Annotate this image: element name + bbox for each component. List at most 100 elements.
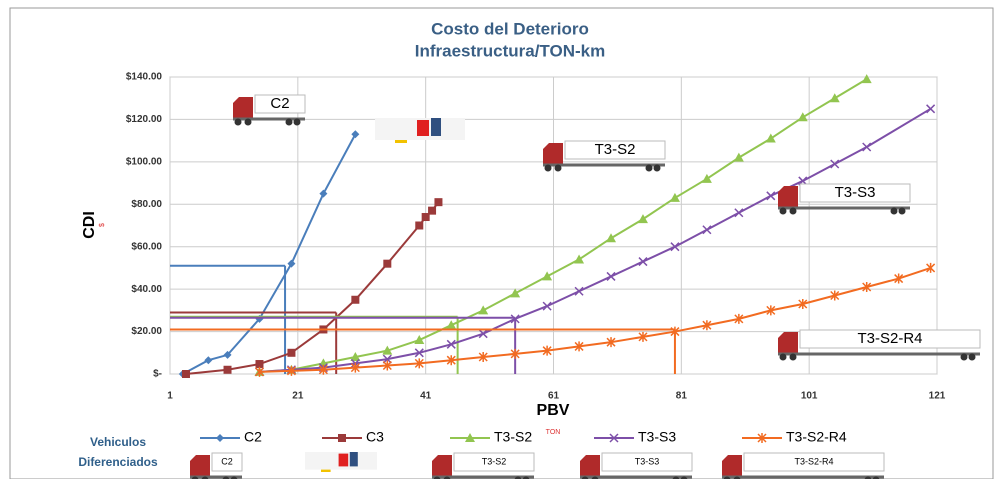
wheel xyxy=(285,118,293,126)
marker xyxy=(446,339,456,349)
wheel xyxy=(779,207,787,215)
wheel xyxy=(723,476,731,479)
trailer xyxy=(601,452,693,472)
wheel xyxy=(191,476,199,479)
wheel xyxy=(645,164,653,172)
truck-icon: C2 xyxy=(190,452,243,479)
marker xyxy=(766,191,776,201)
y-tick-label: $60.00 xyxy=(131,241,162,252)
cab xyxy=(580,455,600,477)
marker xyxy=(414,335,425,345)
cab xyxy=(543,143,563,165)
legend-item: T3-S2-R4 xyxy=(742,429,847,445)
y-tick-label: $20.00 xyxy=(131,326,162,337)
cab xyxy=(338,453,349,467)
truck-icon: T3-S2-R4 xyxy=(778,329,981,361)
wheel xyxy=(514,476,522,479)
wheel xyxy=(779,353,787,361)
marker xyxy=(287,259,296,268)
x-axis-unit: TON xyxy=(546,429,561,436)
marker xyxy=(510,348,520,359)
wheel xyxy=(789,353,797,361)
x-tick-label: 121 xyxy=(929,391,946,402)
truck-label: T3-S3 xyxy=(635,456,660,466)
marker xyxy=(757,433,767,443)
marker xyxy=(798,298,808,309)
series-line xyxy=(259,266,931,373)
wheel xyxy=(433,476,441,479)
marker xyxy=(338,434,346,442)
marker xyxy=(734,208,744,218)
wheel xyxy=(293,118,301,126)
wheel xyxy=(591,476,599,479)
marker xyxy=(204,356,213,365)
marker xyxy=(414,358,424,369)
x-tick-label: 101 xyxy=(801,391,818,402)
legend-label: T3-S2-R4 xyxy=(786,429,847,445)
marker xyxy=(510,314,520,324)
truck-label: C2 xyxy=(221,456,233,466)
marker xyxy=(861,74,872,84)
cab xyxy=(778,332,798,354)
wheel xyxy=(544,164,552,172)
marker xyxy=(765,133,776,143)
truck-icon: T3-S3 xyxy=(580,452,693,479)
truck-label: C2 xyxy=(270,95,289,112)
marker xyxy=(382,345,393,355)
marker xyxy=(702,320,712,331)
marker xyxy=(223,350,232,359)
marker xyxy=(181,370,190,378)
marker xyxy=(637,214,648,224)
marker xyxy=(542,271,553,281)
legend-item: T3-S3 xyxy=(594,429,676,445)
wheel xyxy=(864,476,872,479)
marker xyxy=(351,130,360,139)
y-tick-label: $140.00 xyxy=(126,72,163,83)
legend-item: C3 xyxy=(322,429,384,445)
legend-label: C3 xyxy=(366,429,384,445)
trailer xyxy=(799,329,981,349)
wheel xyxy=(789,207,797,215)
marker xyxy=(465,433,475,442)
truck-label: T3-S2-R4 xyxy=(857,330,922,347)
y-tick-label: $100.00 xyxy=(126,156,163,167)
marker xyxy=(702,225,712,235)
trailer xyxy=(453,452,535,472)
trailer xyxy=(211,452,243,472)
wheel xyxy=(522,476,530,479)
x-tick-label: 1 xyxy=(167,391,173,402)
truck-icon: T3-S3 xyxy=(778,183,911,215)
marker xyxy=(542,301,552,311)
marker xyxy=(766,305,776,316)
x-axis-label: PBV xyxy=(537,402,570,419)
wheel xyxy=(872,476,880,479)
marker xyxy=(609,433,619,443)
y-tick-label: $120.00 xyxy=(126,114,163,125)
wheel xyxy=(244,118,252,126)
cab xyxy=(417,120,429,136)
marker xyxy=(350,352,361,362)
stripe xyxy=(395,140,407,143)
marker xyxy=(670,242,680,252)
wheel xyxy=(581,476,589,479)
x-tick-label: 21 xyxy=(292,391,304,402)
truck-label: T3-S3 xyxy=(835,184,876,201)
marker xyxy=(830,159,840,169)
marker xyxy=(223,365,232,374)
cab xyxy=(190,455,210,477)
y-axis-unit: $ xyxy=(99,223,106,227)
wheel xyxy=(234,118,242,126)
wheel xyxy=(554,164,562,172)
marker xyxy=(216,434,224,442)
marker xyxy=(829,93,840,103)
y-tick-label: $80.00 xyxy=(131,199,162,210)
wheel xyxy=(680,476,688,479)
cab xyxy=(722,455,742,477)
marker xyxy=(926,262,936,273)
marker xyxy=(415,221,424,230)
y-tick-label: $40.00 xyxy=(131,284,162,295)
series-line xyxy=(259,78,868,373)
marker xyxy=(286,365,296,376)
marker xyxy=(926,104,936,114)
cab xyxy=(432,455,452,477)
